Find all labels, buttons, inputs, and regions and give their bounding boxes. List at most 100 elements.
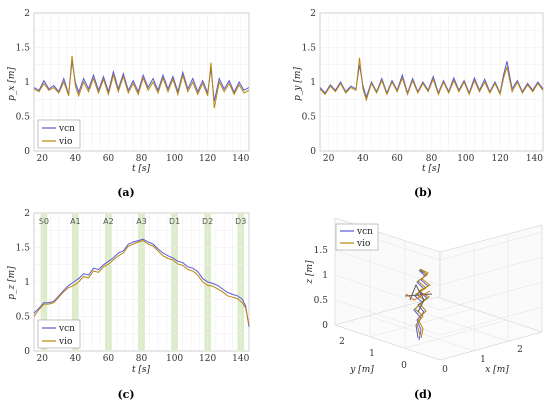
trajectory-extra-d [404, 283, 433, 313]
phase-label: S0 [39, 217, 49, 226]
grid-line-d [439, 281, 543, 311]
trajectory-vio-d [414, 268, 431, 339]
ytick-d: 0 [401, 361, 407, 371]
grid-c [33, 212, 250, 352]
legend-c: vcn vio [37, 319, 81, 349]
legend-box-a [37, 119, 81, 149]
x-tick-label: 140 [232, 354, 249, 364]
grid-a [33, 12, 250, 152]
y-tick-label: 2 [24, 209, 30, 219]
series-line-vio [33, 55, 250, 109]
y-tick-label: 1 [310, 78, 316, 88]
x-tick-label: 80 [426, 154, 438, 164]
ylabel-a: p_x [m] [7, 67, 17, 101]
xlabel-d: x [m] [485, 365, 509, 375]
grid-line-d [439, 256, 543, 286]
legend-label-vio-a: vio [58, 137, 72, 147]
x-tick-label: 100 [166, 154, 183, 164]
x-tick-label: 60 [103, 354, 115, 364]
y-tick-label: 2 [24, 9, 30, 19]
y-tick-label: 0.5 [16, 113, 31, 123]
xtick-d: 2 [517, 345, 523, 355]
x-tick-label: 120 [199, 354, 216, 364]
ticks3d-d: 0 0.5 1 1.5 0 1 2 0 1 2 [314, 246, 523, 375]
xlabel-b: t [s] [422, 164, 441, 174]
grid-line-d [439, 231, 543, 261]
x-tick-label: 60 [391, 154, 403, 164]
ytick-d: 2 [339, 337, 345, 347]
y-tick-label: 0 [310, 147, 316, 157]
ylabel-b: p_y [m] [293, 67, 303, 101]
series-c [33, 238, 250, 327]
y-tick-label: 0 [24, 147, 30, 157]
x-tick-label: 40 [70, 354, 82, 364]
ticks-c: 20 40 60 80 100 120 140 0 0.5 1 1.5 2 [16, 209, 250, 364]
ticks-a: 20 40 60 80 100 120 140 0 0.5 1 1.5 2 [16, 9, 250, 164]
box3d-grid-d [334, 217, 543, 361]
x-tick-label: 40 [357, 154, 369, 164]
panel-d: 0 0.5 1 1.5 0 1 2 0 1 2 z [m] y [m] x [m… [305, 217, 543, 401]
x-tick-label: 140 [232, 154, 249, 164]
series-a [33, 55, 250, 109]
x-tick-label: 140 [526, 154, 543, 164]
xlabel-a: t [s] [132, 164, 151, 174]
series-b [319, 57, 544, 102]
y-tick-label: 1.5 [16, 244, 31, 254]
x-tick-label: 80 [136, 354, 148, 364]
x-tick-label: 100 [457, 154, 474, 164]
x-tick-label: 20 [37, 354, 49, 364]
trajectory-d [404, 268, 433, 341]
legend-label-vio-c: vio [58, 337, 72, 347]
trajectory-accent-d [405, 290, 431, 301]
grid-line-d [334, 274, 441, 311]
legend-box-c [37, 319, 81, 349]
panel-a: 20 40 60 80 100 120 140 0 0.5 1 1.5 2 p_x [m] t [s]… [7, 9, 250, 199]
legend-label-vcn-d: vcn [356, 227, 373, 237]
legend-label-vio-d: vio [356, 239, 370, 249]
ztick-d: 0 [322, 321, 328, 331]
panel-label-d: (d) [414, 388, 432, 401]
grid-line-d [439, 306, 543, 336]
ylabel-d: y [m] [349, 365, 374, 375]
y-tick-label: 0.5 [302, 113, 317, 123]
grid-line-d [402, 305, 509, 342]
floor-d [334, 296, 543, 361]
legend-box-d [335, 223, 379, 251]
x-tick-label: 40 [70, 154, 82, 164]
x-tick-label: 60 [103, 154, 115, 164]
x-tick-label: 120 [492, 154, 509, 164]
xlabel-c: t [s] [132, 365, 151, 375]
y-tick-label: 1 [24, 78, 30, 88]
series-line-vio [319, 57, 544, 102]
ytick-d: 1 [369, 349, 375, 359]
legend-label-vcn-a: vcn [58, 124, 75, 134]
zlabel-d: z [m] [305, 260, 315, 285]
ztick-d: 1 [322, 271, 328, 281]
x-tick-label: 100 [166, 354, 183, 364]
ticks-b: 20 40 60 80 100 120 140 0 0.5 1 1.5 2 [302, 9, 544, 164]
x-tick-label: 20 [37, 154, 49, 164]
grid-b [319, 12, 544, 152]
x-tick-label: 80 [136, 154, 148, 164]
ztick-d: 1.5 [314, 246, 329, 256]
ylabel-c: p_z [m] [7, 266, 17, 300]
x-tick-label: 20 [323, 154, 335, 164]
legend-label-vcn-c: vcn [58, 324, 75, 334]
xtick-d: 1 [480, 355, 486, 365]
y-tick-label: 0 [24, 347, 30, 357]
y-tick-label: 2 [310, 9, 316, 19]
grid-line-d [404, 319, 508, 349]
panel-label-a: (a) [117, 186, 135, 199]
y-tick-label: 1.5 [302, 44, 317, 54]
y-tick-label: 0.5 [16, 313, 31, 323]
legend-d: vcn vio [335, 223, 379, 251]
ztick-d: 0.5 [314, 296, 329, 306]
grid-line-d [369, 308, 473, 338]
x-tick-label: 120 [199, 154, 216, 164]
panel-label-b: (b) [414, 186, 432, 199]
y-tick-label: 1.5 [16, 44, 31, 54]
series-line-vio [33, 240, 250, 325]
xtick-d: 0 [442, 365, 448, 375]
y-tick-label: 1 [24, 278, 30, 288]
